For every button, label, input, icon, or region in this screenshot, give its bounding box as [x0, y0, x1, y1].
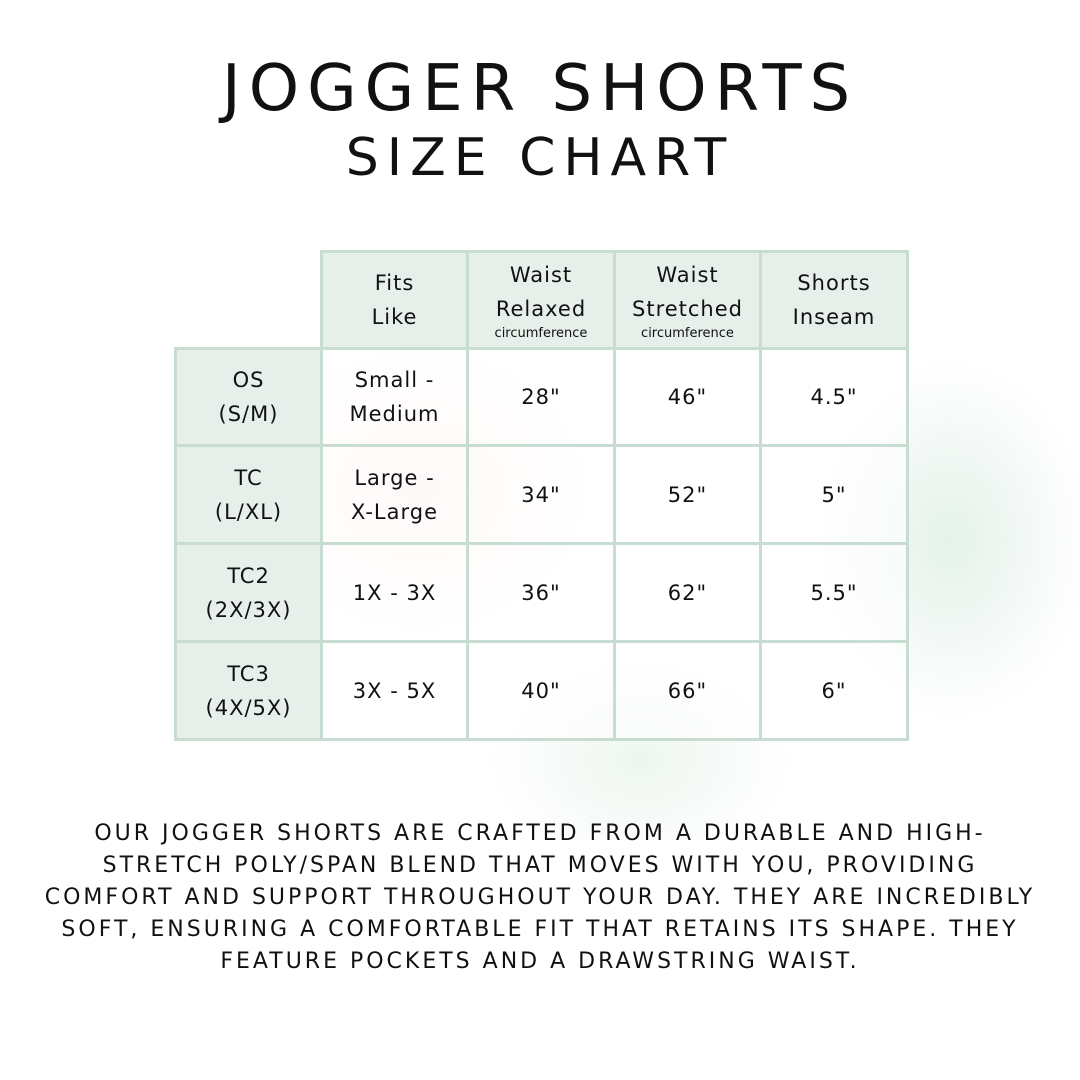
cell-text: 66" — [667, 678, 708, 703]
cell-text: 5" — [821, 482, 847, 507]
row-header-size: OS (S/M) — [174, 347, 323, 447]
inseam-cell: 5" — [759, 444, 909, 545]
cell-text: Inseam — [792, 305, 876, 329]
cell-text: (4X/5X) — [205, 695, 292, 720]
cell-text: 40" — [521, 678, 561, 703]
cell-text: TC — [234, 465, 263, 490]
cell-text: Stretched — [632, 297, 743, 321]
waist-relaxed-cell: 36" — [466, 542, 616, 643]
cell-text: X-Large — [350, 499, 438, 524]
cell-text: 52" — [667, 482, 708, 507]
waist-relaxed-cell: 28" — [466, 347, 616, 447]
row-header-size: TC3 (4X/5X) — [174, 640, 323, 741]
column-header: Shorts Inseam — [759, 250, 909, 350]
cell-text: 5.5" — [810, 580, 858, 605]
waist-stretched-cell: 66" — [613, 640, 762, 741]
fits-like-cell: Large - X-Large — [320, 444, 469, 545]
inseam-cell: 5.5" — [759, 542, 909, 643]
cell-text: 6" — [821, 678, 847, 703]
cell-text: OS — [232, 368, 265, 392]
page-title: JOGGER SHORTS — [221, 52, 859, 126]
cell-text: 4.5" — [810, 385, 858, 409]
column-header: Fits Like — [320, 250, 469, 350]
waist-relaxed-cell: 34" — [466, 444, 616, 545]
waist-stretched-cell: 62" — [613, 542, 762, 643]
cell-text: Waist — [656, 263, 719, 287]
fits-like-cell: 3X - 5X — [320, 640, 469, 741]
cell-text: Like — [371, 305, 418, 329]
cell-text: circumference — [494, 326, 588, 341]
cell-text: 1X - 3X — [352, 580, 437, 605]
cell-text: Large - — [354, 465, 435, 490]
waist-stretched-cell: 46" — [613, 347, 762, 447]
cell-text: Relaxed — [495, 297, 587, 321]
cell-text: TC2 — [227, 563, 270, 588]
cell-text: (S/M) — [218, 402, 279, 426]
cell-text: circumference — [641, 326, 734, 341]
cell-text: TC3 — [227, 661, 270, 686]
waist-relaxed-cell: 40" — [466, 640, 616, 741]
cell-text: Waist — [509, 263, 573, 287]
cell-text: (2X/3X) — [205, 597, 292, 622]
cell-text: 46" — [667, 385, 708, 409]
column-header: Waist Relaxed circumference — [466, 250, 616, 350]
waist-stretched-cell: 52" — [613, 444, 762, 545]
inseam-cell: 6" — [759, 640, 909, 741]
cell-text: 3X - 5X — [352, 678, 437, 703]
cell-text: 34" — [521, 482, 561, 507]
product-description: Our jogger shorts are crafted from a dur… — [44, 821, 1036, 974]
page-subtitle: SIZE CHART — [345, 128, 735, 188]
fits-like-cell: Small - Medium — [320, 347, 469, 447]
cell-text: (L/XL) — [214, 499, 283, 524]
cell-text: Fits — [374, 271, 415, 295]
cell-text: 62" — [667, 580, 708, 605]
cell-text: 28" — [521, 385, 561, 409]
row-header-size: TC2 (2X/3X) — [174, 542, 323, 643]
row-header-size: TC (L/XL) — [174, 444, 323, 545]
column-header: Waist Stretched circumference — [613, 250, 762, 350]
cell-text: 36" — [521, 580, 561, 605]
cell-text: Shorts — [797, 271, 871, 295]
cell-text: Small - — [354, 368, 435, 392]
cell-text: Medium — [349, 402, 440, 426]
fits-like-cell: 1X - 3X — [320, 542, 469, 643]
inseam-cell: 4.5" — [759, 347, 909, 447]
